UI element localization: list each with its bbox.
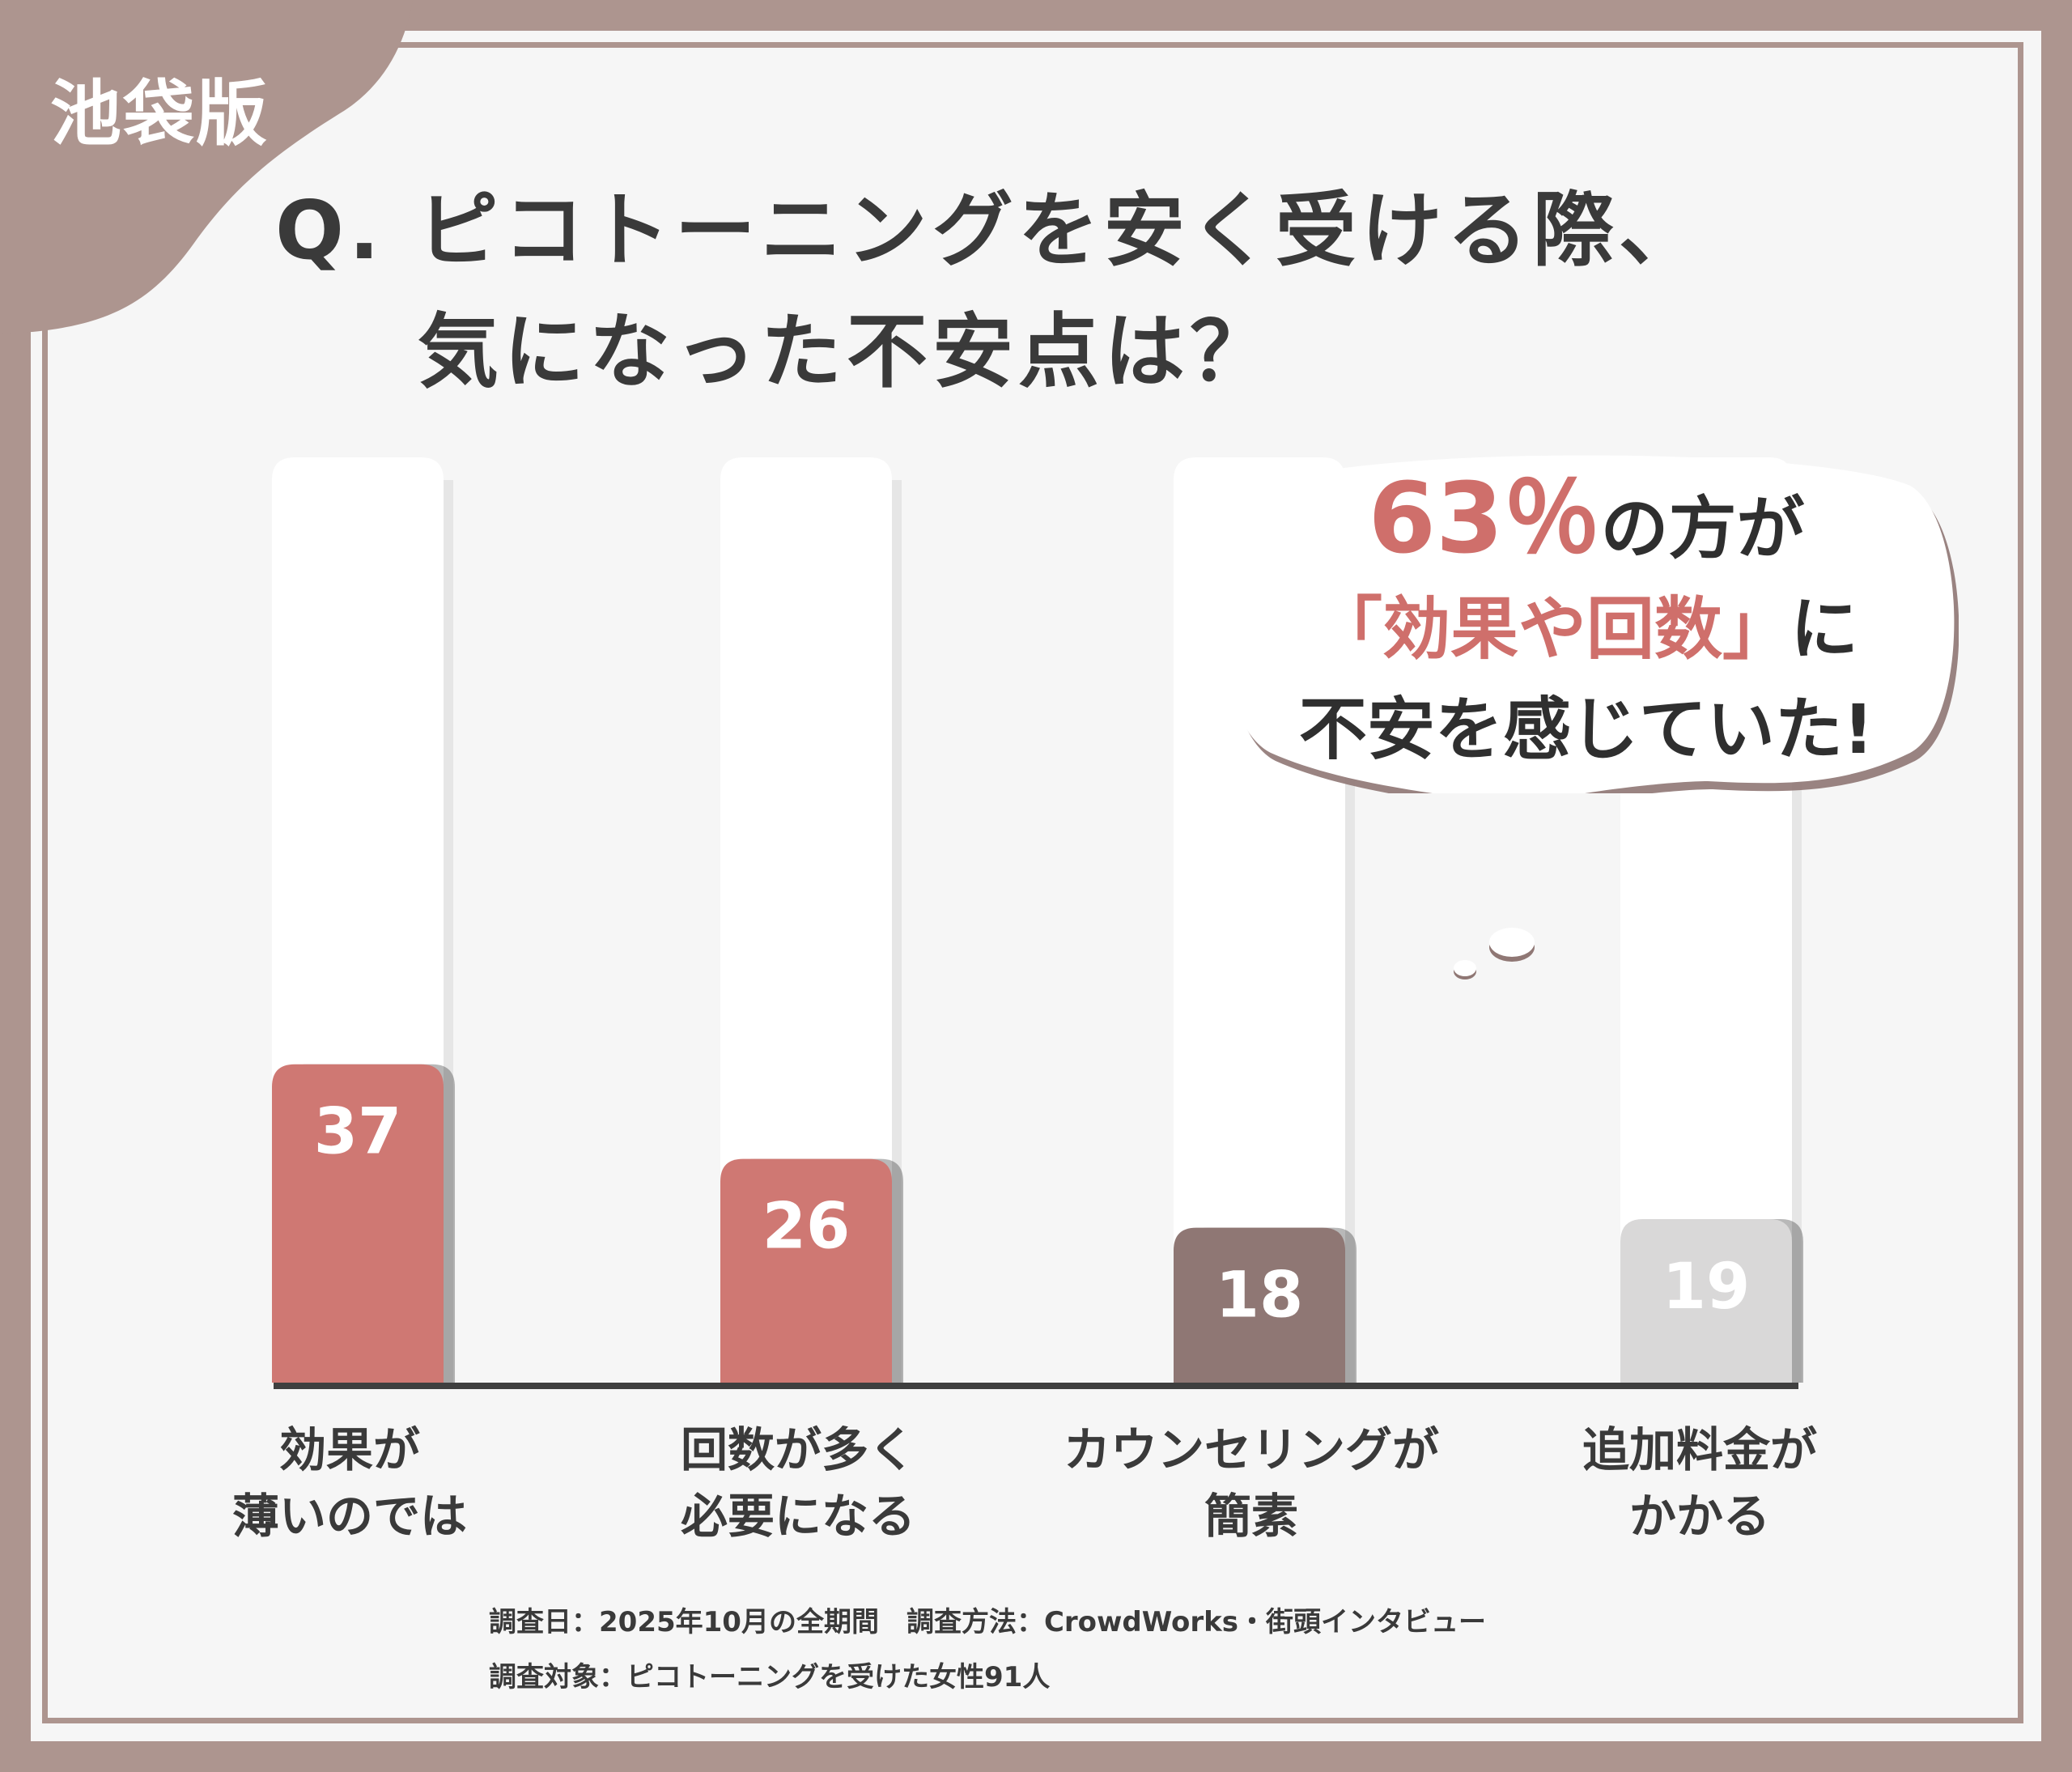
- category-label-4: 追加料金が かかる: [1473, 1417, 1926, 1549]
- callout-line1: 63％の方が: [1230, 470, 1942, 579]
- question-title-line2: 気になった不安点は？: [418, 304, 1276, 399]
- bubble-tail-dots: [1454, 928, 1535, 979]
- bar-value-label: 37: [314, 1096, 402, 1169]
- footnote-line1: 調査日：2025年10月の全期間 調査方法：CrowdWorks・街頭インタビュ…: [489, 1606, 1487, 1638]
- callout-line1-rest: の方が: [1600, 489, 1805, 568]
- speech-bubble: [1221, 455, 1959, 793]
- callout-text: 63％の方が 「効果や回数」に 不安を感じていた!: [1230, 470, 1942, 780]
- category-label-3: カウンセリングが 簡素: [1025, 1417, 1478, 1549]
- bar: [272, 1064, 444, 1383]
- category-label-4-line2: かかる: [1628, 1489, 1770, 1544]
- callout-line2: 「効果や回数」に: [1230, 579, 1942, 679]
- question-title: Q. ピコトーニングを安く受ける際、 気になった不安点は？: [275, 170, 1705, 413]
- footnote-line2: 調査対象：ピコトーニングを受けた女性91人: [489, 1661, 1051, 1693]
- category-label-1-line2: 薄いのでは: [231, 1489, 467, 1544]
- bar: [1620, 1219, 1792, 1383]
- question-title-line1: Q. ピコトーニングを安く受ける際、: [275, 183, 1705, 278]
- category-label-2-line1: 回数が多く: [680, 1422, 915, 1477]
- callout-highlight: 「効果や回数」: [1314, 589, 1790, 669]
- category-label-4-line1: 追加料金が: [1582, 1422, 1817, 1477]
- bar-track-shadow: [444, 480, 453, 1383]
- category-label-2: 回数が多く 必要になる: [571, 1417, 1025, 1549]
- category-label-1-line1: 効果が: [278, 1422, 420, 1477]
- bar: [720, 1158, 892, 1383]
- category-label-2-line2: 必要になる: [680, 1489, 915, 1544]
- survey-footnote: 調査日：2025年10月の全期間 調査方法：CrowdWorks・街頭インタビュ…: [489, 1595, 1486, 1705]
- category-label-3-line2: 簡素: [1204, 1489, 1298, 1544]
- category-label-3-line1: カウンセリングが: [1063, 1422, 1439, 1477]
- callout-percent: 63％: [1368, 463, 1601, 576]
- callout-line2-rest: に: [1790, 589, 1859, 669]
- location-badge: 池袋版: [50, 72, 270, 155]
- callout-line3: 不安を感じていた!: [1298, 690, 1875, 769]
- bar-track-shadow: [892, 480, 902, 1383]
- bar-value-label: 19: [1662, 1251, 1751, 1324]
- bar-value-label: 18: [1216, 1260, 1304, 1332]
- bar: [1174, 1227, 1345, 1383]
- bar-track: [720, 457, 892, 1383]
- category-label-1: 効果が 薄いのでは: [123, 1417, 576, 1549]
- corner-badge-shape: [0, 0, 413, 334]
- bar-value-label: 26: [762, 1191, 851, 1264]
- bars: 37 26 18 19: [272, 1064, 1803, 1383]
